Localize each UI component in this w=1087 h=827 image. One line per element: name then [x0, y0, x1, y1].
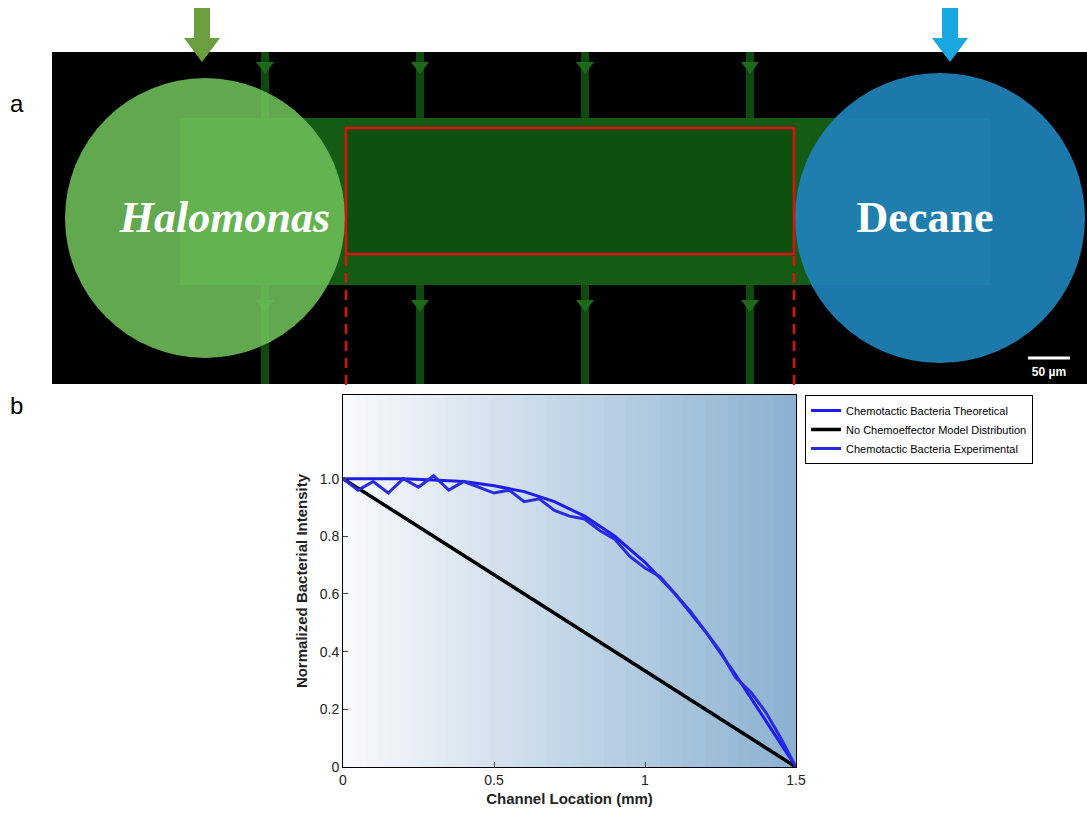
svg-text:Chemotactic Bacteria Experimen: Chemotactic Bacteria Experimental	[846, 443, 1018, 455]
svg-text:0.5: 0.5	[484, 772, 504, 788]
svg-text:Channel Location (mm): Channel Location (mm)	[486, 790, 653, 807]
svg-text:No Chemoeffector Model Distrib: No Chemoeffector Model Distribution	[846, 424, 1026, 436]
svg-text:50 µm: 50 µm	[1032, 365, 1066, 379]
svg-text:Decane: Decane	[857, 193, 994, 242]
html-text:b: b	[10, 392, 24, 419]
svg-text:1.5: 1.5	[786, 772, 806, 788]
html-text:a: a	[10, 90, 24, 117]
svg-text:Normalized Bacterial Intensity: Normalized Bacterial Intensity	[293, 473, 310, 688]
svg-text:0.6: 0.6	[320, 586, 340, 602]
svg-text:0.8: 0.8	[320, 528, 340, 544]
svg-text:1.0: 1.0	[320, 471, 340, 487]
svg-text:Halomonas: Halomonas	[119, 193, 330, 242]
svg-text:0: 0	[339, 772, 347, 788]
svg-text:0.2: 0.2	[320, 701, 340, 717]
svg-text:0.4: 0.4	[320, 644, 340, 660]
svg-text:Chemotactic Bacteria Theoretic: Chemotactic Bacteria Theoretical	[846, 405, 1008, 417]
svg-text:1: 1	[641, 772, 649, 788]
svg-text:0: 0	[331, 759, 339, 775]
